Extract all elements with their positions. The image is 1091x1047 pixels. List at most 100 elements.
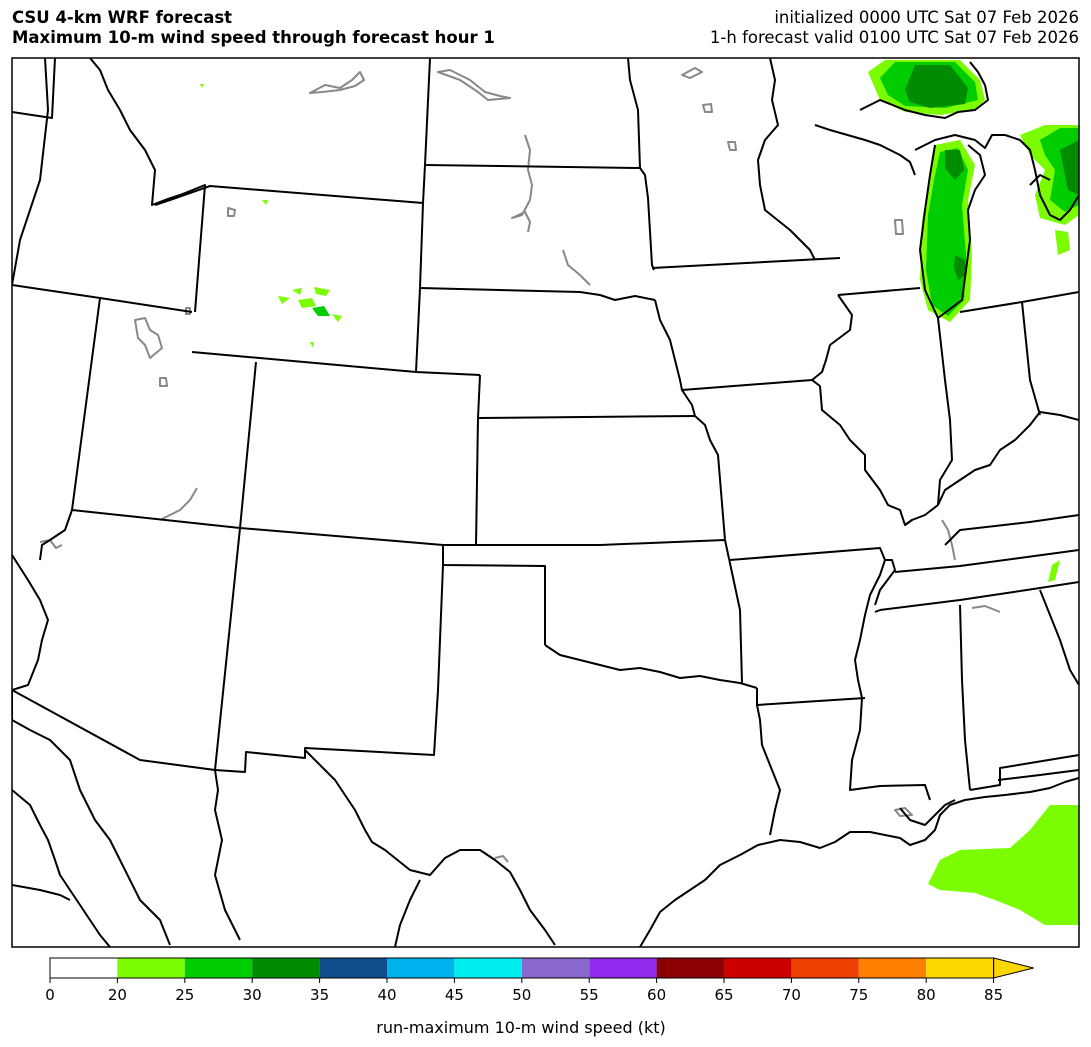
border-ca-mexico [12,719,171,946]
red-lake-outline [681,67,703,79]
border-mo-ks [694,415,726,541]
map-area [12,58,1079,947]
colorbar-tick-label: 30 [243,986,262,1004]
lake-winnebago-outline [894,219,904,235]
border-in-oh [1021,301,1041,416]
colorbar-extend-arrow [993,957,1034,979]
border-al-ga [1039,589,1079,686]
border-mi-lower [937,144,986,319]
lewis-clark-lake-outline [562,249,591,286]
border-il-in [937,317,953,506]
colorbar-segment [724,958,792,978]
colorbar-segment [521,958,590,978]
border-ia-il [811,294,853,381]
mississippi-delta [899,799,956,826]
border-sd-mn [639,167,655,271]
wind-shading [200,60,1079,925]
kentucky-lake-outline [941,519,956,561]
wind-area-gulf [928,805,1079,925]
gulf-of-california-coast [12,884,71,901]
border-wi-il [837,287,921,296]
border-mn-ia [651,257,841,269]
border-ok-ar [724,539,743,684]
border-nd-sd [424,164,641,169]
border-mi-thumb [1029,174,1051,186]
baja-coastline [12,789,111,947]
border-wi-mi [814,124,916,176]
border-wy-sd-ne [415,202,424,373]
init-time-label: initialized 0000 UTC Sat 07 Feb 2026 [774,8,1079,27]
colorbar-tick-label: 85 [984,986,1003,1004]
border-in-oh-mi [959,291,1079,313]
colorbar-segment [252,958,320,978]
border-il-mo [819,385,913,526]
map-title: CSU 4-km WRF forecast [12,8,233,27]
border-il-ky [904,504,939,526]
border-ok-tx-red-river [544,644,758,689]
border-al-fl [969,754,1079,791]
lake-sakakawea-outline [437,69,511,101]
colorbar-segment [656,958,724,978]
colorbar-tick-label: 75 [849,986,868,1004]
colorbar: 0 20 25 30 35 40 45 50 55 60 65 70 75 80 85 [45,957,1034,1004]
border-wy-co-ut [191,351,481,376]
colorbar-tick-label: 80 [917,986,936,1004]
border-ar-ms [854,559,886,699]
border-fl-ga [997,769,1079,781]
gulf-coastline [639,777,1079,947]
border-mo-ar [729,547,886,561]
border-ut-az [71,509,241,529]
lake-mead-outline [39,539,63,549]
border-nm-co [239,527,444,546]
colorbar-segment [454,958,522,978]
colorbar-tick-label: 70 [782,986,801,1004]
border-ar-la [756,697,866,706]
border-montana-nd [422,58,431,204]
border-mo-bootheel [874,559,896,606]
border-ky-virginia [944,514,1079,546]
colorbar-segment [858,958,927,978]
border-tx-mexico [304,749,556,946]
lake-oahe-outline [511,134,533,233]
border-nd-mn [627,58,641,169]
border-ne-ks [477,415,696,419]
border-mi-east [1019,139,1079,221]
border-la-ms [849,697,931,801]
border-az-nm [214,527,241,771]
guntersville-lake-outline [971,605,1001,613]
bighorn-lake-outline [227,207,236,217]
border-tn-ms [874,609,881,613]
colorbar-label: run-maximum 10-m wind speed (kt) [376,1018,666,1037]
colorbar-segment [926,958,994,978]
border-ne-ia [654,299,696,417]
border-ky-tn [879,581,1079,611]
colorbar-tick-label: 25 [175,986,194,1004]
map-frame [11,57,1080,948]
colorbar-tick-label: 0 [45,986,55,1004]
colorbar-tick-label: 55 [580,986,599,1004]
border-mexico-east [394,879,421,947]
border-sd-ne [419,287,656,301]
mille-lacs-outline [702,103,713,113]
colorbar-tick-label: 20 [108,986,127,1004]
border-co-ne-ks [475,374,481,546]
colorbar-tick-label: 40 [377,986,396,1004]
colorbar-tick-label: 50 [512,986,531,1004]
border-ms-al [959,604,971,791]
border-idaho-east [12,58,49,286]
great-salt-lake-outline [134,317,163,359]
border-mn-wi [757,58,816,261]
border-ut-co [239,361,257,529]
map-subtitle: Maximum 10-m wind speed through forecast… [12,28,495,47]
border-nm-tx [214,564,444,773]
state-borders [12,58,1079,947]
colorbar-segment [589,958,657,978]
border-wa-or-id [12,58,56,119]
border-or-id [12,284,193,313]
border-montana-idaho [89,58,206,313]
colorbar-segment [50,958,118,978]
colorbar-segment [319,958,387,978]
border-az-mexico [12,689,216,771]
border-ok-texas-panhandle [442,545,546,645]
